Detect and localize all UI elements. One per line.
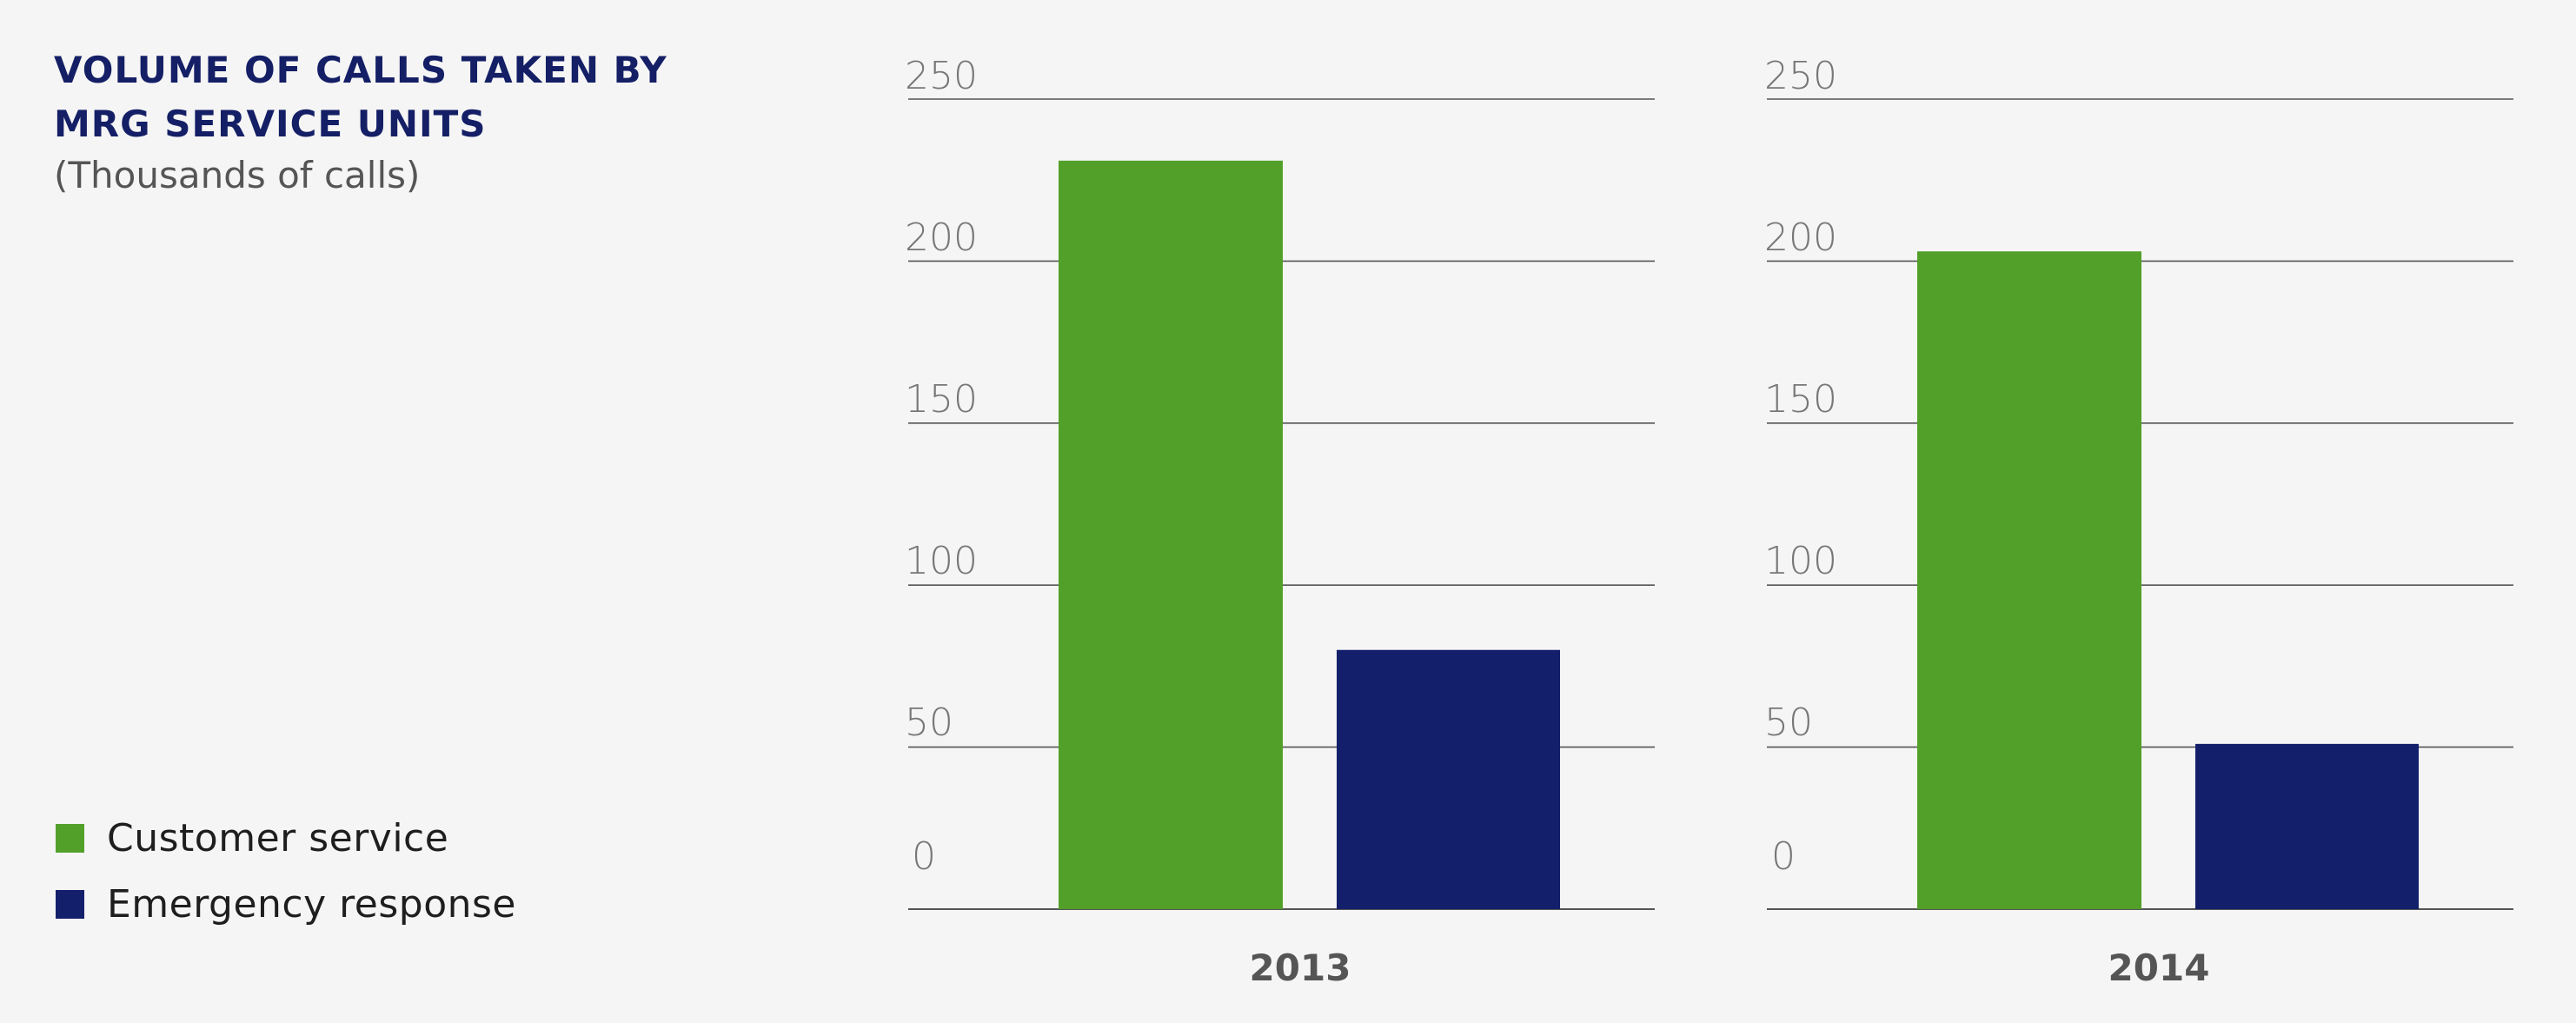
- legend: Customer service Emergency response: [56, 805, 516, 937]
- legend-swatch-customer-service: [56, 823, 84, 853]
- y-tick-label-200: 200: [905, 216, 978, 260]
- legend-label-emergency-response: Emergency response: [107, 881, 516, 927]
- bar-2013-customer-service: [1059, 160, 1283, 909]
- y-tick-label-50: 50: [1764, 701, 1813, 745]
- bar-2013-emergency-response: [1337, 649, 1560, 909]
- y-tick-label-100: 100: [1764, 539, 1837, 583]
- y-tick-label-100: 100: [905, 539, 978, 583]
- legend-swatch-emergency-response: [56, 889, 84, 919]
- x-category-label-2013: 2013: [1250, 947, 1351, 989]
- x-category-label-2014: 2014: [2108, 947, 2210, 989]
- y-tick-label-200: 200: [1764, 216, 1837, 260]
- bar-2014-customer-service: [1917, 251, 2141, 909]
- chart-subtitle: (Thousands of calls): [54, 154, 421, 196]
- y-tick-label-150: 150: [905, 377, 978, 422]
- y-tick-label-0: 0: [1771, 834, 1796, 879]
- chart-title: VOLUME OF CALLS TAKEN BY MRG SERVICE UNI…: [54, 43, 714, 151]
- legend-item-customer-service: Customer service: [56, 805, 516, 871]
- legend-label-customer-service: Customer service: [107, 815, 449, 860]
- chart-title-line-1: VOLUME OF CALLS TAKEN BY: [54, 49, 667, 91]
- y-tick-label-0: 0: [912, 834, 936, 879]
- y-tick-label-150: 150: [1764, 377, 1837, 422]
- chart-title-line-2: MRG SERVICE UNITS: [54, 103, 487, 145]
- y-tick-label-250: 250: [905, 54, 978, 98]
- legend-item-emergency-response: Emergency response: [56, 871, 516, 937]
- y-tick-label-50: 50: [905, 701, 953, 745]
- bar-2014-emergency-response: [2195, 743, 2419, 909]
- y-tick-label-250: 250: [1764, 54, 1837, 98]
